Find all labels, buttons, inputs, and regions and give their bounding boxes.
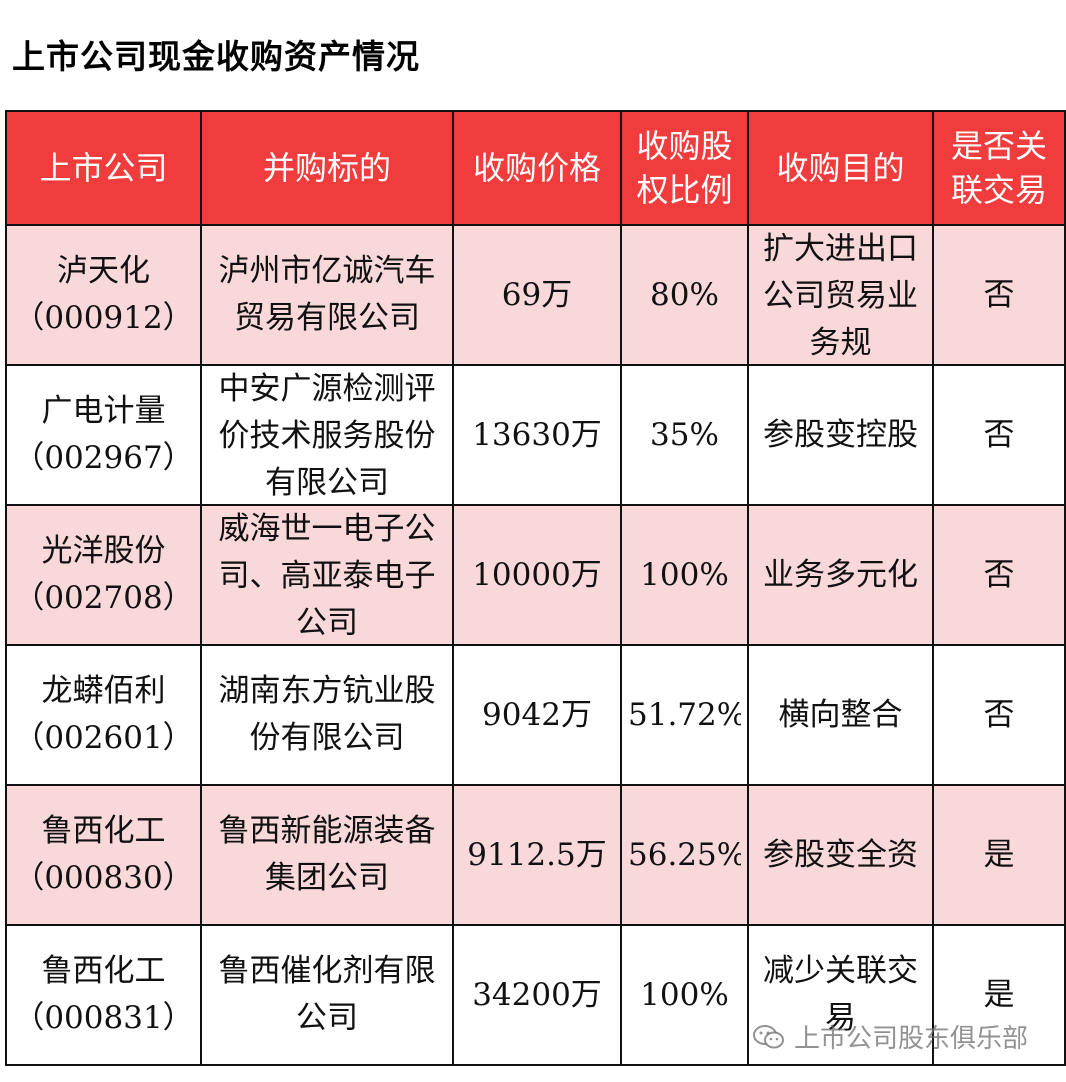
- table-header-row: 上市公司 并购标的 收购价格 收购股权比例 收购目的 是否关联交易: [5, 110, 1066, 226]
- cell-price: 9042万: [452, 644, 622, 786]
- cell-target: 鲁西新能源装备集团公司: [200, 784, 454, 926]
- header-company: 上市公司: [5, 110, 202, 226]
- cell-target: 中安广源检测评价技术服务股份有限公司: [200, 364, 454, 506]
- cell-target: 鲁西催化剂有限公司: [200, 924, 454, 1066]
- cell-company: 龙蟒佰利（002601）: [5, 644, 202, 786]
- cell-purpose: 业务多元化: [747, 504, 934, 646]
- cell-related: 是: [932, 924, 1066, 1066]
- cell-price: 34200万: [452, 924, 622, 1066]
- watermark-text: 上市公司股东俱乐部: [794, 1024, 1029, 1054]
- cell-target: 湖南东方钪业股份有限公司: [200, 644, 454, 786]
- table-row: 泸天化（000912） 泸州市亿诚汽车贸易有限公司 69万 80% 扩大进出口公…: [5, 224, 1066, 366]
- cell-ratio: 51.72%: [620, 644, 749, 786]
- cell-related: 否: [932, 364, 1066, 506]
- header-target: 并购标的: [200, 110, 454, 226]
- cell-price: 10000万: [452, 504, 622, 646]
- header-ratio: 收购股权比例: [620, 110, 749, 226]
- cell-company: 鲁西化工（000831）: [5, 924, 202, 1066]
- cell-ratio: 80%: [620, 224, 749, 366]
- cell-price: 9112.5万: [452, 784, 622, 926]
- cell-purpose: 参股变全资: [747, 784, 934, 926]
- cell-target: 泸州市亿诚汽车贸易有限公司: [200, 224, 454, 366]
- header-purpose: 收购目的: [747, 110, 934, 226]
- cell-price: 13630万: [452, 364, 622, 506]
- table-row: 龙蟒佰利（002601） 湖南东方钪业股份有限公司 9042万 51.72% 横…: [5, 644, 1066, 786]
- table-row: 光洋股份（002708） 威海世一电子公司、高亚泰电子公司 10000万 100…: [5, 504, 1066, 646]
- acquisition-table: 上市公司 并购标的 收购价格 收购股权比例 收购目的 是否关联交易 泸天化（00…: [5, 110, 1066, 1066]
- header-related: 是否关联交易: [932, 110, 1066, 226]
- page-title: 上市公司现金收购资产情况: [12, 37, 420, 76]
- wechat-icon: [753, 1024, 784, 1048]
- table-row: 鲁西化工（000831） 鲁西催化剂有限公司 34200万 100% 减少关联交…: [5, 924, 1066, 1066]
- cell-ratio: 100%: [620, 924, 749, 1066]
- cell-company: 泸天化（000912）: [5, 224, 202, 366]
- cell-company: 广电计量（002967）: [5, 364, 202, 506]
- header-price: 收购价格: [452, 110, 622, 226]
- cell-ratio: 35%: [620, 364, 749, 506]
- cell-ratio: 100%: [620, 504, 749, 646]
- cell-purpose: 横向整合: [747, 644, 934, 786]
- table-row: 广电计量（002967） 中安广源检测评价技术服务股份有限公司 13630万 3…: [5, 364, 1066, 506]
- cell-company: 光洋股份（002708）: [5, 504, 202, 646]
- cell-purpose: 扩大进出口公司贸易业务规: [747, 224, 934, 366]
- cell-related: 否: [932, 224, 1066, 366]
- cell-related: 是: [932, 784, 1066, 926]
- cell-ratio: 56.25%: [620, 784, 749, 926]
- cell-target: 威海世一电子公司、高亚泰电子公司: [200, 504, 454, 646]
- watermark: 上市公司股东俱乐部: [752, 1018, 1028, 1055]
- cell-related: 否: [932, 644, 1066, 786]
- cell-company: 鲁西化工（000830）: [5, 784, 202, 926]
- table-row: 鲁西化工（000830） 鲁西新能源装备集团公司 9112.5万 56.25% …: [5, 784, 1066, 926]
- cell-price: 69万: [452, 224, 622, 366]
- cell-related: 否: [932, 504, 1066, 646]
- cell-purpose: 参股变控股: [747, 364, 934, 506]
